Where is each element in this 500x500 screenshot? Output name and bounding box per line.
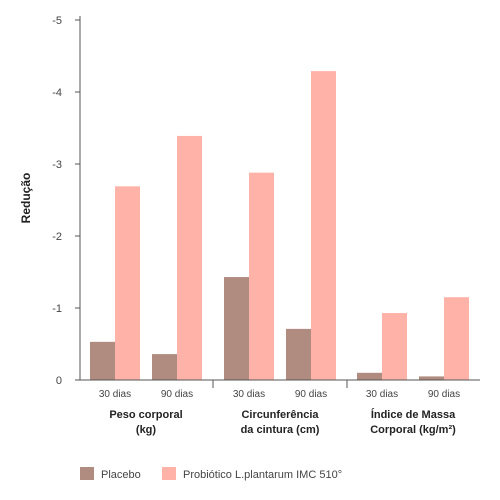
y-tick-label: 0 xyxy=(56,375,62,387)
legend-label: Placebo xyxy=(101,469,141,481)
y-axis-title: Redução xyxy=(19,173,33,224)
group-title: Circunferência xyxy=(241,409,319,421)
y-tick-label: -4 xyxy=(52,87,62,99)
group-title: Peso corporal xyxy=(109,409,182,421)
bar-placebo xyxy=(286,328,311,380)
y-axis: 0 -1 -2 -3 -4 -5 Redução xyxy=(19,15,81,387)
legend-swatch xyxy=(162,467,176,480)
legend-label: Probiótico L.plantarum IMC 510° xyxy=(183,469,342,481)
x-category-label: 90 dias xyxy=(161,389,193,400)
group-title: (kg) xyxy=(136,424,157,436)
bar-placebo xyxy=(419,376,444,380)
x-category-label: 90 dias xyxy=(428,389,460,400)
bars xyxy=(90,71,469,381)
x-category-label: 90 dias xyxy=(295,389,327,400)
x-category-label: 30 dias xyxy=(99,389,131,400)
bar-probiotico xyxy=(444,297,469,380)
x-axis: 30 dias 90 dias 30 dias 90 dias 30 dias 90 di… xyxy=(80,379,480,436)
y-tick-label: -2 xyxy=(52,231,62,243)
y-tick-label: -1 xyxy=(52,303,62,315)
x-category-label: 30 dias xyxy=(366,389,398,400)
x-category-label: 30 dias xyxy=(233,389,265,400)
group-title: Corporal (kg/m²) xyxy=(370,424,456,436)
bar-probiotico xyxy=(249,172,274,380)
legend: Placebo Probiótico L.plantarum IMC 510° xyxy=(80,467,342,481)
bar-placebo xyxy=(224,277,249,380)
bar-probiotico xyxy=(177,135,202,380)
bar-probiotico xyxy=(311,71,336,381)
bar-probiotico xyxy=(382,313,407,380)
group-title: Índice de Massa xyxy=(371,408,456,421)
bar-placebo xyxy=(152,354,177,380)
bar-probiotico xyxy=(115,186,140,380)
group-title: da cintura (cm) xyxy=(241,424,320,436)
bar-placebo xyxy=(90,341,115,380)
bar-placebo xyxy=(357,372,382,380)
y-tick-label: -5 xyxy=(52,15,62,27)
legend-swatch xyxy=(80,467,94,480)
y-tick-label: -3 xyxy=(52,159,62,171)
